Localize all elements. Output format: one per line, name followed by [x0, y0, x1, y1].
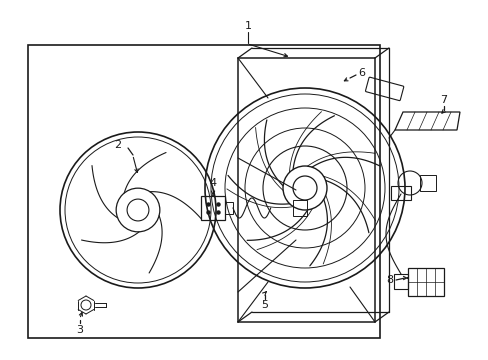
Bar — [201, 196, 224, 220]
Bar — [407, 268, 443, 296]
Bar — [390, 186, 410, 200]
Text: 4: 4 — [209, 178, 216, 188]
Text: 8: 8 — [386, 275, 393, 285]
Text: 6: 6 — [358, 68, 365, 78]
Text: 1: 1 — [244, 21, 251, 31]
Bar — [292, 200, 306, 216]
Text: 5: 5 — [261, 300, 268, 310]
Bar — [393, 274, 407, 289]
Bar — [28, 45, 379, 338]
Bar — [419, 175, 435, 191]
Bar — [224, 202, 232, 214]
Text: 2: 2 — [114, 140, 122, 150]
Text: 7: 7 — [440, 95, 447, 105]
Text: 3: 3 — [76, 325, 83, 335]
